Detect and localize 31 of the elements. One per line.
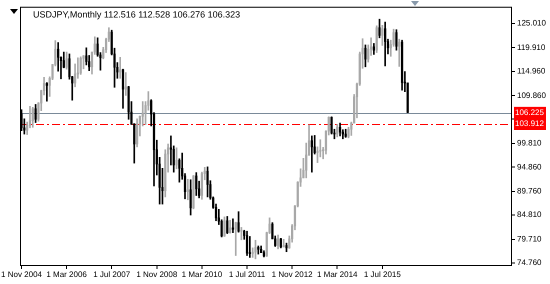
candlestick [344,128,347,138]
chart-title: USDJPY,Monthly 112.516 112.528 106.276 106.323 [33,9,240,20]
x-tick-label: 1 Mar 2014 [316,270,358,280]
ref-line-label: 103.912 [515,119,544,128]
y-tick-label: 94.860 [517,162,542,172]
x-tick-label: 1 Mar 2006 [46,270,88,280]
x-tick-label: 1 Nov 2004 [1,270,43,280]
candlestick [257,246,260,254]
candlestick [234,222,237,256]
y-tick-label: 119.910 [517,42,546,52]
x-tick-label: 1 Mar 2010 [182,270,223,280]
candlestick [336,124,338,138]
x-tick-label: 1 Jul 2007 [93,270,131,280]
ref-line-label: 106.225 [515,108,544,118]
y-tick-label: 79.710 [517,234,542,244]
candlestick [195,172,198,196]
y-tick-label: 89.760 [517,186,542,196]
x-tick-label: 1 Jul 2011 [228,270,266,280]
x-tick-label: 1 Jul 2015 [364,270,402,280]
candlestick [32,107,34,128]
y-tick-label: 74.760 [517,258,542,268]
candlestick [124,72,127,96]
y-tick-label: 125.010 [517,18,546,28]
y-tick-label: 99.810 [517,138,542,148]
x-tick-label: 1 Nov 2012 [272,270,314,280]
candlestick [226,216,228,234]
y-tick-label: 84.810 [517,210,542,220]
y-tick-label: 114.960 [517,66,546,76]
candlestick [398,38,400,67]
y-tick-label: 109.860 [517,90,546,100]
x-tick-label: 1 Nov 2008 [136,270,178,280]
